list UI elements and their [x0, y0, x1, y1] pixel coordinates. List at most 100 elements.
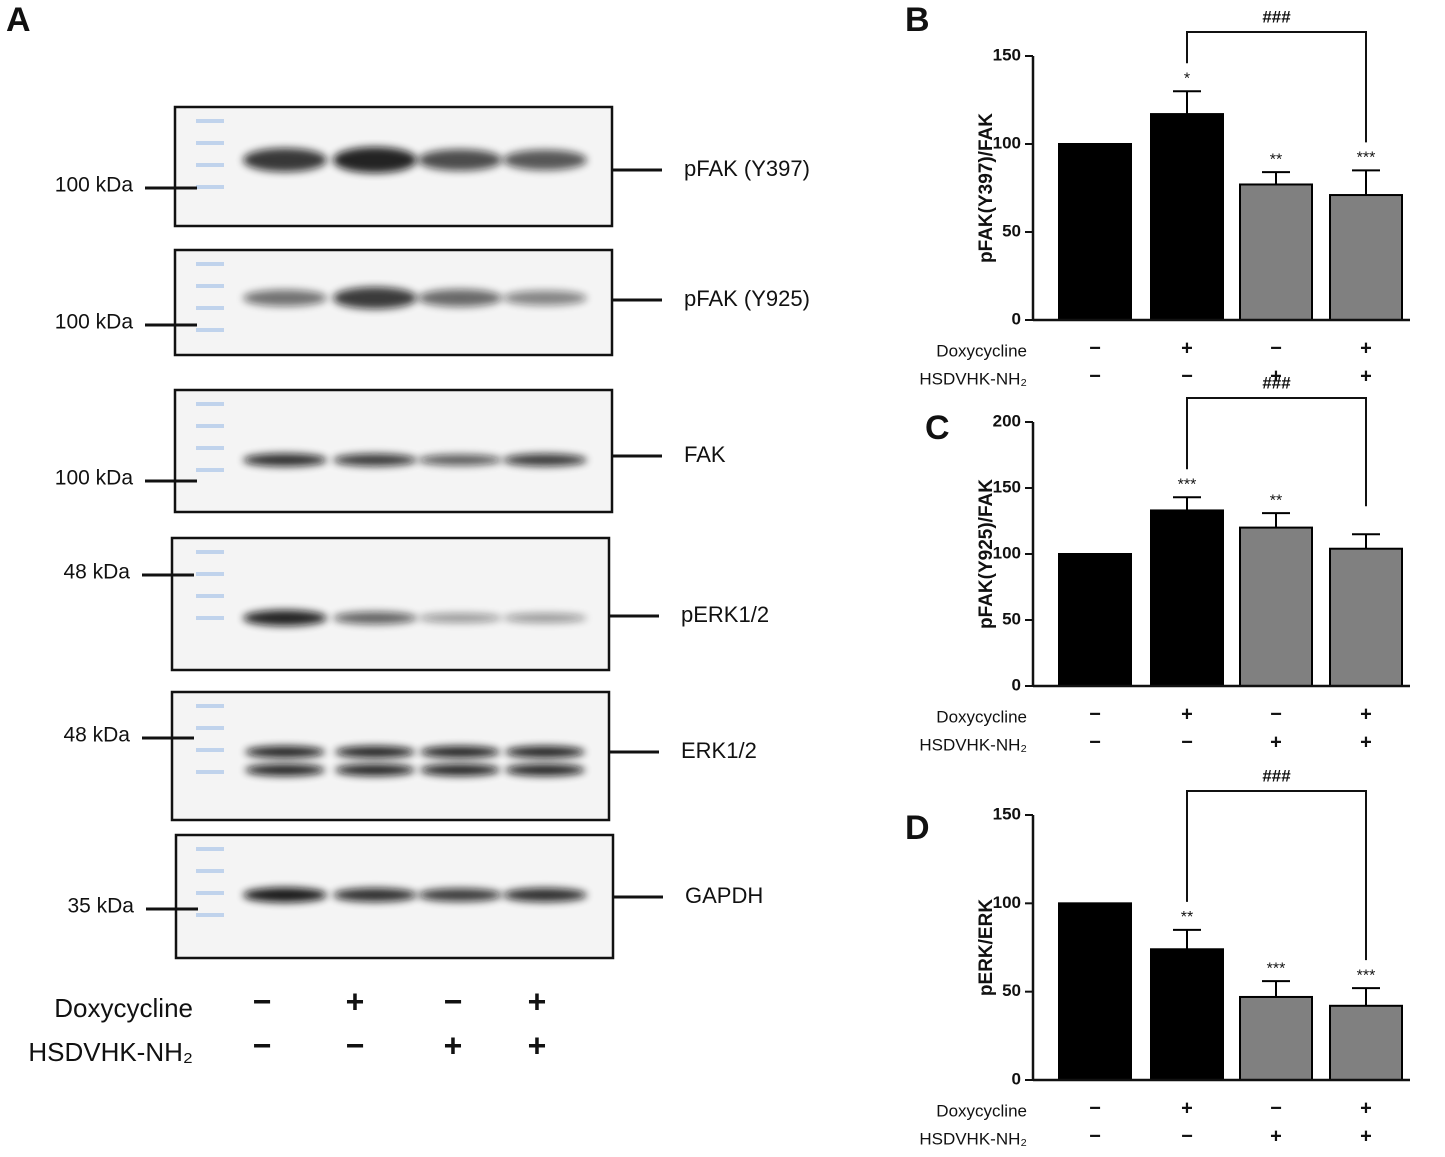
band: [333, 453, 417, 467]
bar: [1329, 1004, 1403, 1081]
ladder-band: [196, 163, 224, 167]
protein-label: GAPDH: [685, 883, 763, 908]
protein-label: pFAK (Y925): [684, 286, 810, 311]
treatment-sign: +: [1360, 1125, 1372, 1147]
marker-label: 100 kDa: [55, 467, 134, 490]
significance-label: ***: [1357, 967, 1376, 984]
significance-label: ***: [1357, 150, 1376, 167]
band: [418, 888, 502, 902]
treatment-label: Doxycycline: [936, 1101, 1027, 1120]
band: [243, 887, 327, 903]
y-tick-label: 0: [1012, 309, 1021, 328]
y-tick-label: 150: [993, 45, 1021, 64]
ladder-band: [196, 847, 224, 851]
band: [333, 147, 417, 173]
protein-label: pERK1/2: [681, 602, 769, 627]
ladder-band: [196, 262, 224, 266]
band: [505, 746, 585, 758]
ladder-band: [196, 141, 224, 145]
ladder-band: [196, 468, 224, 472]
treatment-sign: +: [1270, 365, 1282, 387]
band: [333, 888, 417, 902]
bar: [1329, 547, 1403, 687]
marker-label: 48 kDa: [63, 561, 130, 584]
treatment-label: Doxycycline: [54, 993, 193, 1023]
bracket: [1186, 397, 1367, 507]
protein-label: ERK1/2: [681, 738, 757, 763]
y-tick-label: 50: [1002, 221, 1021, 240]
band: [418, 289, 502, 307]
treatment-sign: +: [346, 983, 365, 1019]
bracket-label: ###: [1262, 373, 1291, 392]
y-tick-label: 50: [1002, 981, 1021, 1000]
treatment-sign: +: [444, 1027, 463, 1063]
bar: [1058, 143, 1132, 321]
band: [245, 746, 325, 758]
treatment-label: Doxycycline: [936, 707, 1027, 726]
significance-label: **: [1270, 492, 1282, 509]
y-axis-title: pERK/ERK: [976, 899, 997, 996]
bar: [1058, 553, 1132, 687]
treatment-sign: −: [253, 983, 272, 1019]
panel-label: C: [925, 409, 950, 447]
y-axis-title: pFAK(Y925)/FAK: [976, 479, 997, 629]
band: [505, 764, 585, 776]
ladder-band: [196, 726, 224, 730]
treatment-sign: +: [528, 1027, 547, 1063]
significance-label: ***: [1267, 960, 1286, 977]
bracket: [1186, 31, 1367, 143]
ladder-band: [196, 913, 224, 917]
band: [420, 746, 500, 758]
band: [418, 149, 502, 171]
treatment-sign: −: [1270, 337, 1282, 359]
treatment-sign: −: [346, 1027, 365, 1063]
bracket-label: ###: [1262, 7, 1291, 26]
treatment-sign: −: [1089, 703, 1101, 725]
band: [333, 287, 417, 309]
significance-label: **: [1270, 151, 1282, 168]
band: [503, 290, 587, 306]
treatment-sign: −: [1181, 365, 1193, 387]
band: [503, 613, 587, 623]
treatment-sign: −: [1089, 337, 1101, 359]
marker-label: 100 kDa: [55, 174, 134, 197]
ladder-band: [196, 616, 224, 620]
treatment-label: HSDVHK-NH₂: [28, 1037, 193, 1067]
ladder-band: [196, 704, 224, 708]
significance-label: *: [1184, 70, 1190, 87]
ladder-band: [196, 328, 224, 332]
band: [245, 764, 325, 776]
ladder-band: [196, 402, 224, 406]
panel-label: D: [905, 809, 930, 847]
treatment-sign: −: [253, 1027, 272, 1063]
significance-label: ***: [1178, 476, 1197, 493]
y-tick-label: 200: [993, 411, 1021, 430]
bar: [1329, 194, 1403, 321]
bar: [1239, 995, 1313, 1082]
treatment-sign: +: [1360, 337, 1372, 359]
band: [418, 454, 502, 466]
y-tick-label: 0: [1012, 675, 1021, 694]
panel-label: B: [905, 1, 930, 39]
band: [243, 148, 327, 172]
treatment-sign: +: [1360, 1097, 1372, 1119]
bar: [1058, 902, 1132, 1081]
bar: [1239, 526, 1313, 687]
ladder-band: [196, 572, 224, 576]
y-axis-title: pFAK(Y397)/FAK: [976, 113, 997, 263]
bar: [1239, 183, 1313, 321]
treatment-sign: +: [1270, 731, 1282, 753]
treatment-sign: −: [444, 983, 463, 1019]
treatment-label: Doxycycline: [936, 341, 1027, 360]
blot-frame: [173, 388, 614, 514]
blot-frame: [170, 536, 611, 672]
treatment-label: HSDVHK-NH₂: [919, 369, 1027, 388]
ladder-band: [196, 770, 224, 774]
ladder-band: [196, 869, 224, 873]
y-tick-label: 100: [993, 133, 1021, 152]
marker-label: 35 kDa: [67, 895, 134, 918]
y-tick-label: 100: [993, 893, 1021, 912]
band: [418, 613, 502, 623]
y-tick-label: 50: [1002, 609, 1021, 628]
